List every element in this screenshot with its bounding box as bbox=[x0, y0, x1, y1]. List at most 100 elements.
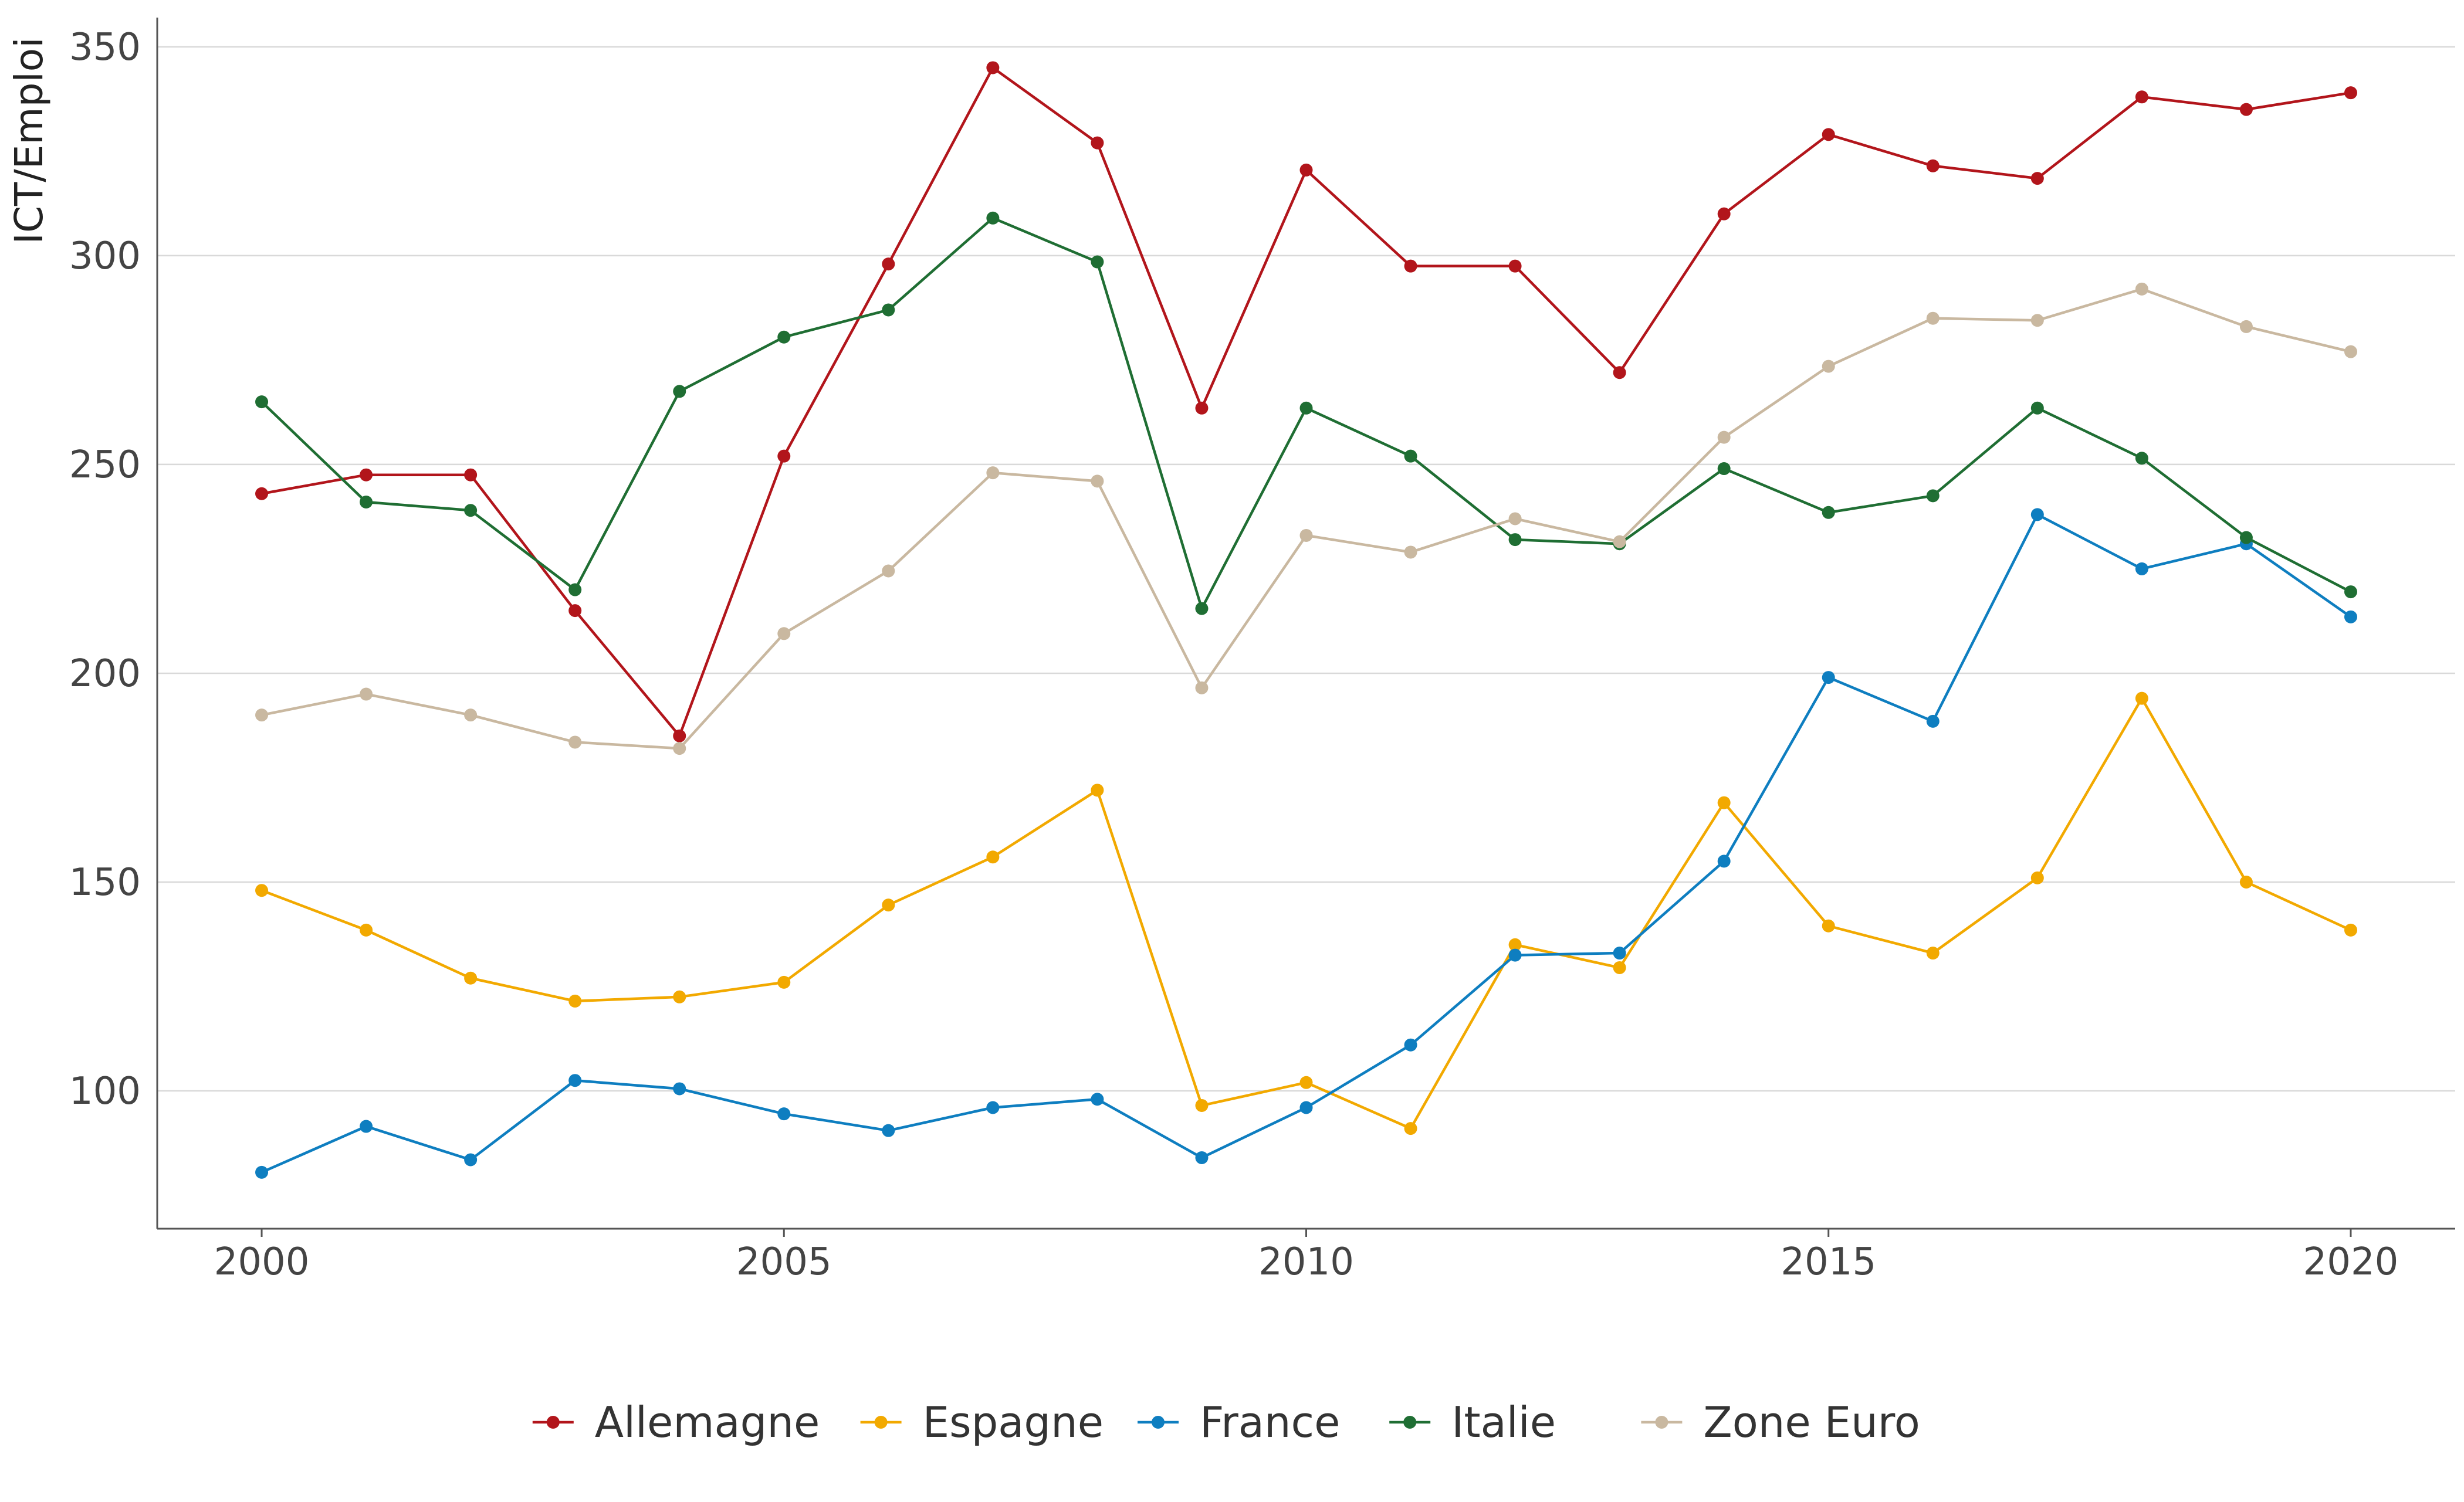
data-point-allemagne-2000 bbox=[255, 487, 269, 500]
legend-item-zone-euro[interactable]: Zone Euro bbox=[1641, 1398, 1920, 1447]
data-point-france-2016 bbox=[1926, 714, 1940, 728]
data-point-zone-euro-2020 bbox=[2344, 345, 2357, 358]
data-point-zone-euro-2003 bbox=[568, 735, 582, 749]
data-point-france-2008 bbox=[1091, 1093, 1104, 1106]
legend-item-espagne[interactable]: Espagne bbox=[860, 1398, 1104, 1447]
x-tick-label-2005: 2005 bbox=[736, 1240, 832, 1284]
data-point-zone-euro-2014 bbox=[1717, 430, 1731, 444]
x-tick-label-2010: 2010 bbox=[1258, 1240, 1354, 1284]
data-point-allemagne-2004 bbox=[673, 729, 686, 742]
data-point-espagne-2015 bbox=[1822, 919, 1835, 933]
data-point-italie-2002 bbox=[464, 504, 478, 517]
data-point-espagne-2011 bbox=[1404, 1122, 1417, 1135]
data-point-espagne-2006 bbox=[882, 899, 895, 912]
legend-swatch-marker-france bbox=[1152, 1416, 1165, 1429]
data-point-espagne-2008 bbox=[1091, 784, 1104, 797]
y-tick-labels: 100 150 200 250 300 350 bbox=[69, 26, 141, 1113]
data-point-italie-2009 bbox=[1195, 602, 1209, 615]
data-point-france-2004 bbox=[673, 1082, 686, 1096]
data-point-france-2012 bbox=[1508, 948, 1522, 962]
data-point-allemagne-2006 bbox=[882, 257, 895, 271]
data-point-espagne-2001 bbox=[360, 923, 373, 937]
data-point-france-2000 bbox=[255, 1165, 269, 1179]
series-allemagne bbox=[255, 61, 2357, 742]
data-point-zone-euro-2018 bbox=[2135, 282, 2148, 296]
data-point-france-2002 bbox=[464, 1153, 478, 1167]
data-point-allemagne-2010 bbox=[1299, 163, 1313, 177]
legend-label-allemagne: Allemagne bbox=[595, 1398, 820, 1447]
data-point-allemagne-2009 bbox=[1195, 401, 1209, 415]
data-point-france-2003 bbox=[568, 1074, 582, 1087]
data-point-allemagne-2001 bbox=[360, 468, 373, 482]
data-point-france-2015 bbox=[1822, 671, 1835, 684]
data-point-france-2013 bbox=[1613, 947, 1626, 960]
y-tick-label-150: 150 bbox=[69, 861, 141, 904]
legend-swatch-marker-italie bbox=[1403, 1416, 1417, 1429]
data-point-espagne-2010 bbox=[1299, 1076, 1313, 1089]
data-point-france-2006 bbox=[882, 1124, 895, 1137]
data-point-italie-2019 bbox=[2239, 531, 2253, 544]
data-point-italie-2000 bbox=[255, 395, 269, 409]
data-point-espagne-2000 bbox=[255, 884, 269, 897]
data-point-zone-euro-2008 bbox=[1091, 474, 1104, 488]
legend-label-zone-euro: Zone Euro bbox=[1703, 1398, 1920, 1447]
data-point-espagne-2007 bbox=[986, 850, 1000, 864]
series-lines bbox=[255, 61, 2357, 1179]
legend-label-france: France bbox=[1200, 1398, 1340, 1447]
legend-swatch-marker-zone-euro bbox=[1655, 1416, 1668, 1429]
series-zone-euro bbox=[255, 282, 2357, 755]
legend-item-italie[interactable]: Italie bbox=[1389, 1398, 1556, 1447]
data-point-france-2018 bbox=[2135, 562, 2148, 575]
data-point-italie-2010 bbox=[1299, 401, 1313, 415]
series-italie bbox=[255, 211, 2357, 615]
data-point-allemagne-2007 bbox=[986, 61, 1000, 74]
data-point-italie-2016 bbox=[1926, 489, 1940, 503]
legend-label-espagne: Espagne bbox=[923, 1398, 1104, 1447]
data-point-zone-euro-2013 bbox=[1613, 535, 1626, 548]
data-point-espagne-2016 bbox=[1926, 947, 1940, 960]
data-point-france-2007 bbox=[986, 1101, 1000, 1114]
data-point-zone-euro-2002 bbox=[464, 708, 478, 722]
legend-item-france[interactable]: France bbox=[1138, 1398, 1340, 1447]
data-point-allemagne-2019 bbox=[2239, 103, 2253, 116]
y-tick-label-350: 350 bbox=[69, 26, 141, 69]
data-point-italie-2008 bbox=[1091, 255, 1104, 269]
data-point-italie-2005 bbox=[777, 330, 791, 344]
legend-swatch-marker-allemagne bbox=[546, 1416, 560, 1429]
data-point-zone-euro-2011 bbox=[1404, 545, 1417, 559]
data-point-espagne-2018 bbox=[2135, 691, 2148, 705]
data-point-espagne-2009 bbox=[1195, 1098, 1209, 1112]
data-point-italie-2004 bbox=[673, 385, 686, 398]
data-point-italie-2007 bbox=[986, 211, 1000, 225]
data-point-italie-2011 bbox=[1404, 449, 1417, 463]
data-point-zone-euro-2006 bbox=[882, 564, 895, 578]
data-point-espagne-2014 bbox=[1717, 796, 1731, 809]
legend-item-allemagne[interactable]: Allemagne bbox=[532, 1398, 820, 1447]
data-point-italie-2001 bbox=[360, 496, 373, 508]
data-point-allemagne-2016 bbox=[1926, 159, 1940, 172]
y-tick-label-100: 100 bbox=[69, 1070, 141, 1113]
data-point-zone-euro-2004 bbox=[673, 742, 686, 755]
data-point-espagne-2012 bbox=[1508, 938, 1522, 951]
data-point-italie-2014 bbox=[1717, 462, 1731, 476]
data-point-allemagne-2020 bbox=[2344, 86, 2357, 100]
x-tick-label-2000: 2000 bbox=[214, 1240, 310, 1284]
data-point-italie-2017 bbox=[2030, 401, 2044, 415]
data-point-zone-euro-2012 bbox=[1508, 512, 1522, 525]
data-point-france-2001 bbox=[360, 1120, 373, 1133]
data-point-italie-2015 bbox=[1822, 506, 1835, 519]
data-point-france-2014 bbox=[1717, 855, 1731, 868]
legend: Allemagne Espagne France Italie Zone Euro bbox=[532, 1398, 1920, 1447]
data-point-espagne-2017 bbox=[2030, 871, 2044, 884]
data-point-zone-euro-2016 bbox=[1926, 311, 1940, 325]
data-point-allemagne-2005 bbox=[777, 449, 791, 463]
data-point-allemagne-2011 bbox=[1404, 259, 1417, 273]
data-point-france-2020 bbox=[2344, 610, 2357, 623]
data-point-zone-euro-2010 bbox=[1299, 528, 1313, 542]
x-tick-labels: 2000 2005 2010 2015 2020 bbox=[214, 1229, 2398, 1284]
data-point-france-2009 bbox=[1195, 1151, 1209, 1164]
data-point-zone-euro-2005 bbox=[777, 627, 791, 640]
data-point-zone-euro-2007 bbox=[986, 466, 1000, 480]
data-point-allemagne-2013 bbox=[1613, 366, 1626, 379]
